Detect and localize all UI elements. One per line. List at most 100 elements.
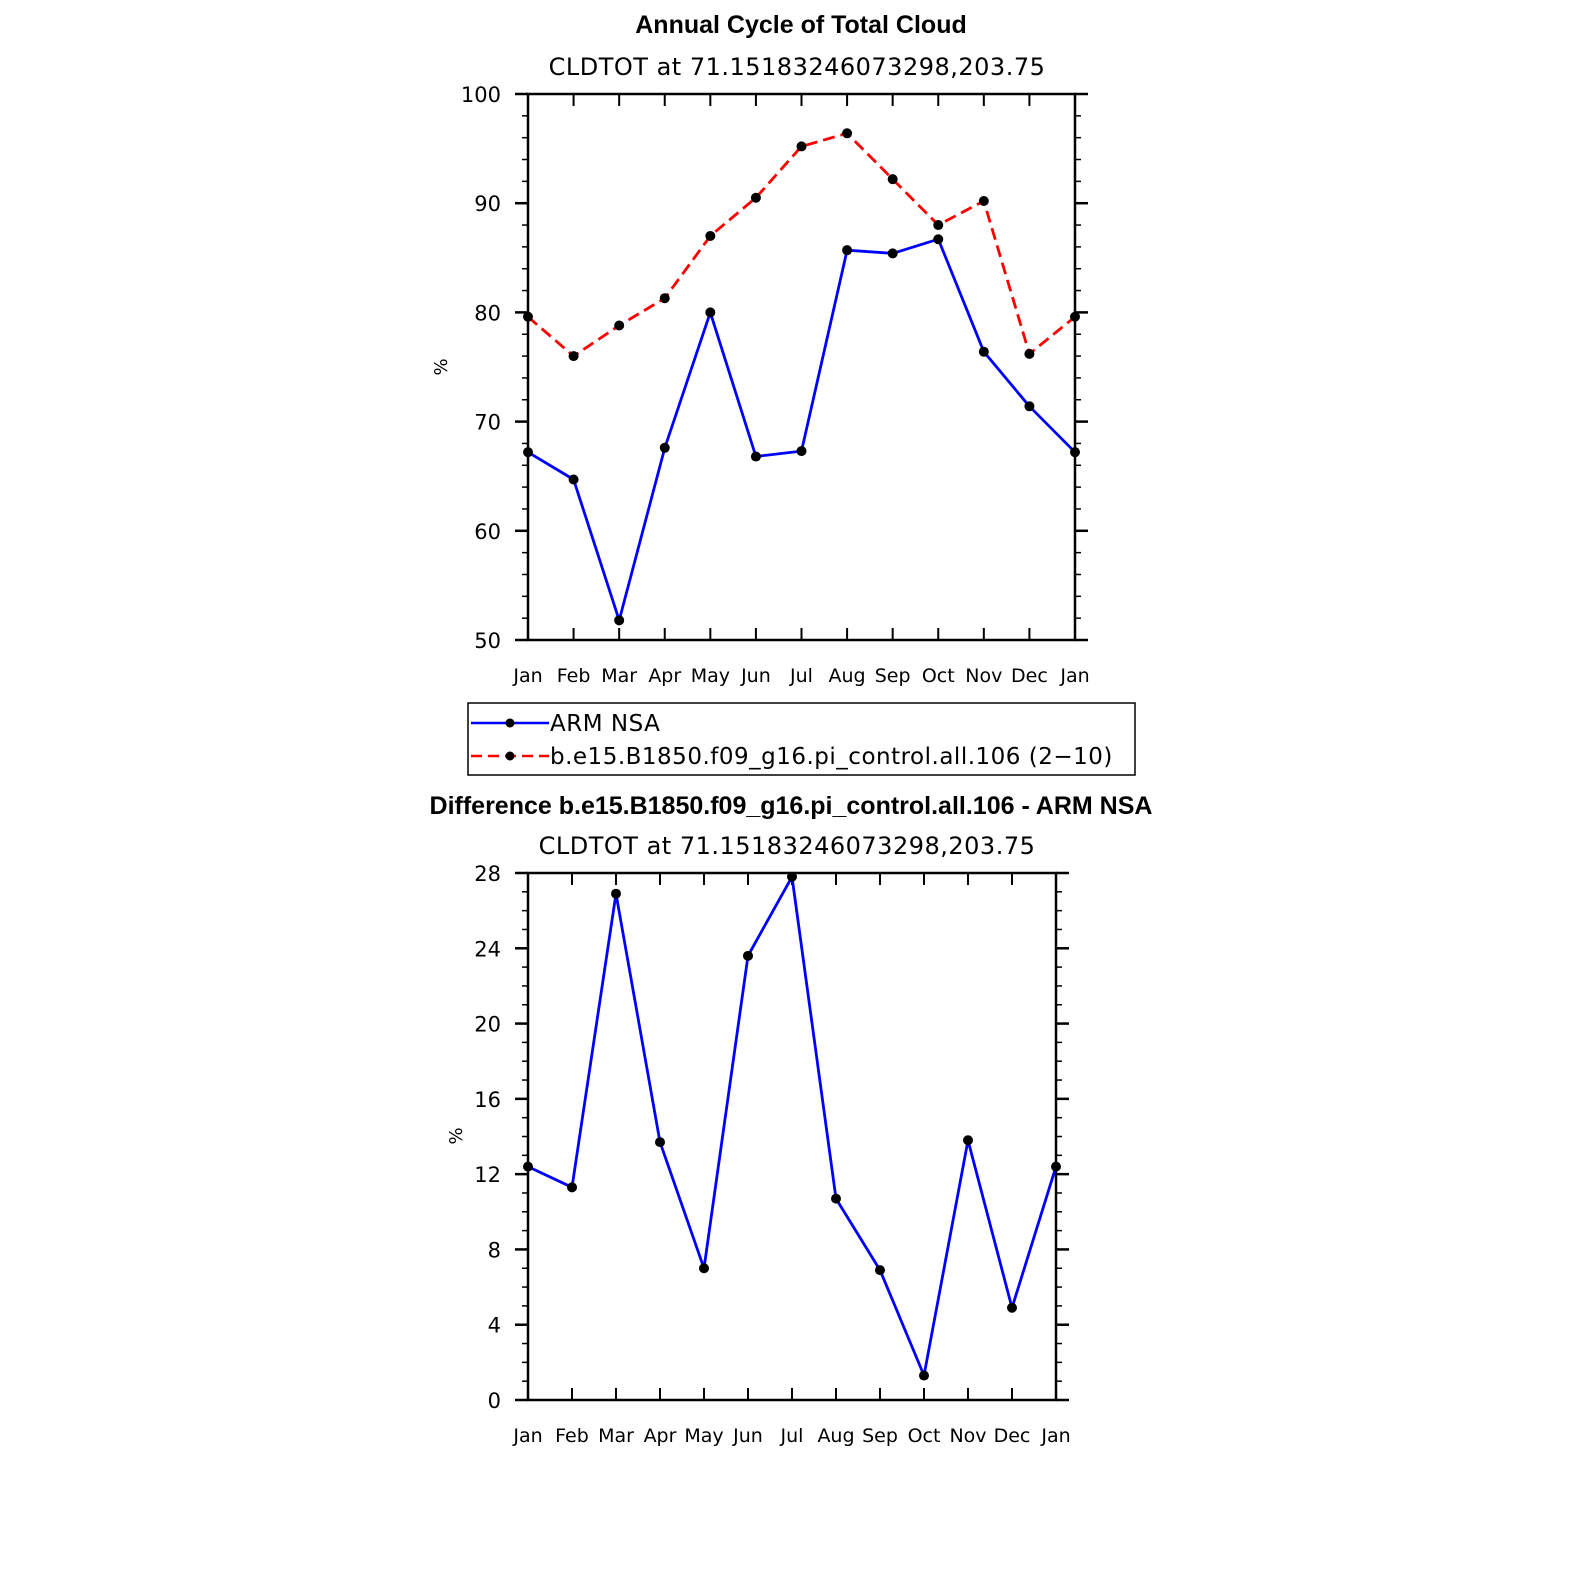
chart2-axes: Jan Feb Mar Apr May Jun Jul Aug Sep Oct Nov Dec Jan 0… <box>474 862 1070 1447</box>
chart1-x-tick-label: Oct <box>922 665 955 687</box>
chart1-series-1-point <box>978 196 989 207</box>
chart2-series-0-point <box>567 1182 577 1193</box>
chart2-y-tick-label: 8 <box>488 1238 501 1262</box>
chart1-x-tick-label: Aug <box>829 665 866 687</box>
chart2-y-tick-label: 28 <box>474 862 501 886</box>
chart2-series-0-point <box>655 1137 665 1148</box>
chart2-x-tick-label: Apr <box>644 1425 677 1447</box>
chart2-x-tick-label: Mar <box>598 1425 634 1447</box>
chart1-y-tick-label: 100 <box>461 83 501 107</box>
chart2-subtitle: CLDTOT at 71.15183246073298,203.75 <box>539 832 1036 860</box>
legend-label-arm-nsa: ARM NSA <box>550 711 660 737</box>
chart1-y-tick-label: 60 <box>474 520 501 544</box>
chart1-series-1-line <box>527 131 1076 358</box>
chart1-series-0-point <box>659 442 670 453</box>
chart1-y-tick-label: 90 <box>474 192 501 216</box>
chart1-series-1-point <box>568 351 579 362</box>
chart2-title: Difference b.e15.B1850.f09_g16.pi_contro… <box>430 792 1153 820</box>
annual-cycle-chart: Annual Cycle of Total Cloud CLDTOT at 71… <box>431 11 1090 687</box>
chart1-series-0-point <box>978 346 989 357</box>
chart1-series-0-point <box>1024 401 1035 412</box>
chart2-series-0-point <box>1007 1302 1017 1313</box>
difference-chart: Difference b.e15.B1850.f09_g16.pi_contro… <box>430 792 1153 1447</box>
chart1-series-1-point <box>887 174 898 185</box>
chart1-series-0-point <box>842 245 853 256</box>
chart1-series-1-point <box>933 220 944 231</box>
chart2-series <box>523 871 1061 1381</box>
chart2-x-tick-label: Jan <box>1040 1425 1070 1447</box>
chart2-y-tick-label: 24 <box>474 937 501 961</box>
chart1-x-tick-label: Jul <box>789 665 813 687</box>
chart1-x-tick-label: Dec <box>1011 665 1048 687</box>
chart2-series-0-point <box>523 1161 533 1172</box>
chart1-series-1-point <box>796 141 807 152</box>
chart1-ylabel: % <box>431 358 452 375</box>
chart1-x-tick-label: Apr <box>648 665 681 687</box>
chart1-series-1-point <box>523 311 533 322</box>
chart2-ylabel: % <box>446 1127 467 1144</box>
chart1-series-1-point <box>750 192 761 203</box>
chart2-y-tick-label: 0 <box>488 1389 501 1413</box>
legend-label-model: b.e15.B1850.f09_g16.pi_control.all.106 (… <box>550 744 1113 770</box>
chart1-series-0-point <box>933 234 944 245</box>
legend-box <box>467 702 1136 776</box>
chart2-y-tick-label: 16 <box>474 1088 501 1112</box>
chart2-y-tick-label: 20 <box>474 1013 501 1037</box>
chart1-legend: ARM NSA b.e15.B1850.f09_g16.pi_control.a… <box>467 702 1136 776</box>
chart1-series-1-point <box>1024 348 1035 359</box>
chart2-y-tick-label: 12 <box>474 1163 501 1187</box>
chart2-x-tick-label: Oct <box>908 1425 941 1447</box>
chart2-x-tick-label: Feb <box>555 1425 589 1447</box>
chart1-series-0-line <box>527 237 1076 622</box>
chart2-series-0-point <box>699 1263 709 1274</box>
chart1-series <box>523 128 1080 626</box>
chart1-series-0-point <box>1070 447 1080 458</box>
chart1-x-tick-label: Nov <box>965 665 1002 687</box>
chart2-y-tick-label: 4 <box>488 1314 501 1338</box>
chart1-series-1-point <box>659 293 670 304</box>
chart2-x-tick-label: Jul <box>780 1425 804 1447</box>
chart2-series-0-point <box>875 1265 885 1276</box>
chart1-series-0-point <box>887 248 898 259</box>
chart2-x-tick-label: Jun <box>732 1425 763 1447</box>
chart2-x-tick-label: Sep <box>862 1425 898 1447</box>
chart2-series-0-point <box>743 950 753 961</box>
chart2-series-0-point <box>919 1370 929 1381</box>
chart2-series-0-point <box>611 888 621 899</box>
chart2-x-tick-label: Jan <box>512 1425 542 1447</box>
chart1-x-tick-label: Feb <box>557 665 591 687</box>
chart1-axes: Jan Feb Mar Apr May Jun Jul Aug Sep Oct Nov Dec Jan 5… <box>461 83 1090 687</box>
chart2-x-tick-label: Aug <box>817 1425 854 1447</box>
chart1-x-tick-label: Jan <box>512 665 542 687</box>
chart2-series-0-point <box>1051 1161 1061 1172</box>
legend-entry-arm-nsa: ARM NSA <box>471 711 660 737</box>
chart2-series-0-point <box>963 1135 973 1146</box>
chart1-title: Annual Cycle of Total Cloud <box>635 11 966 39</box>
chart2-x-tick-label: May <box>684 1425 723 1447</box>
chart2-series-0-line <box>527 875 1058 1377</box>
chart1-series-0-point <box>796 446 807 457</box>
chart1-series-0-point <box>568 474 579 485</box>
chart1-series-1-point <box>842 128 853 139</box>
chart1-series-1-point <box>705 230 716 241</box>
chart1-x-tick-label: May <box>691 665 730 687</box>
chart1-y-tick-label: 50 <box>474 629 501 653</box>
legend-entry-model: b.e15.B1850.f09_g16.pi_control.all.106 (… <box>471 744 1113 770</box>
chart1-series-0-point <box>705 307 716 318</box>
chart1-series-0-point <box>523 447 533 458</box>
chart2-x-tick-label: Nov <box>949 1425 986 1447</box>
chart1-x-tick-label: Sep <box>875 665 911 687</box>
legend-marker-arm-nsa <box>505 718 515 728</box>
chart1-series-0-point <box>750 451 761 462</box>
chart2-series-0-point <box>831 1193 841 1204</box>
chart1-series-0-point <box>614 615 625 626</box>
legend-marker-model <box>505 751 515 761</box>
chart1-x-tick-label: Jun <box>740 665 771 687</box>
chart1-series-1-point <box>1070 311 1080 322</box>
chart1-x-tick-label: Jan <box>1059 665 1089 687</box>
chart1-y-tick-label: 70 <box>474 411 501 435</box>
chart1-y-tick-label: 80 <box>474 301 501 325</box>
chart1-subtitle: CLDTOT at 71.15183246073298,203.75 <box>549 53 1046 81</box>
chart1-series-1-point <box>614 320 625 331</box>
